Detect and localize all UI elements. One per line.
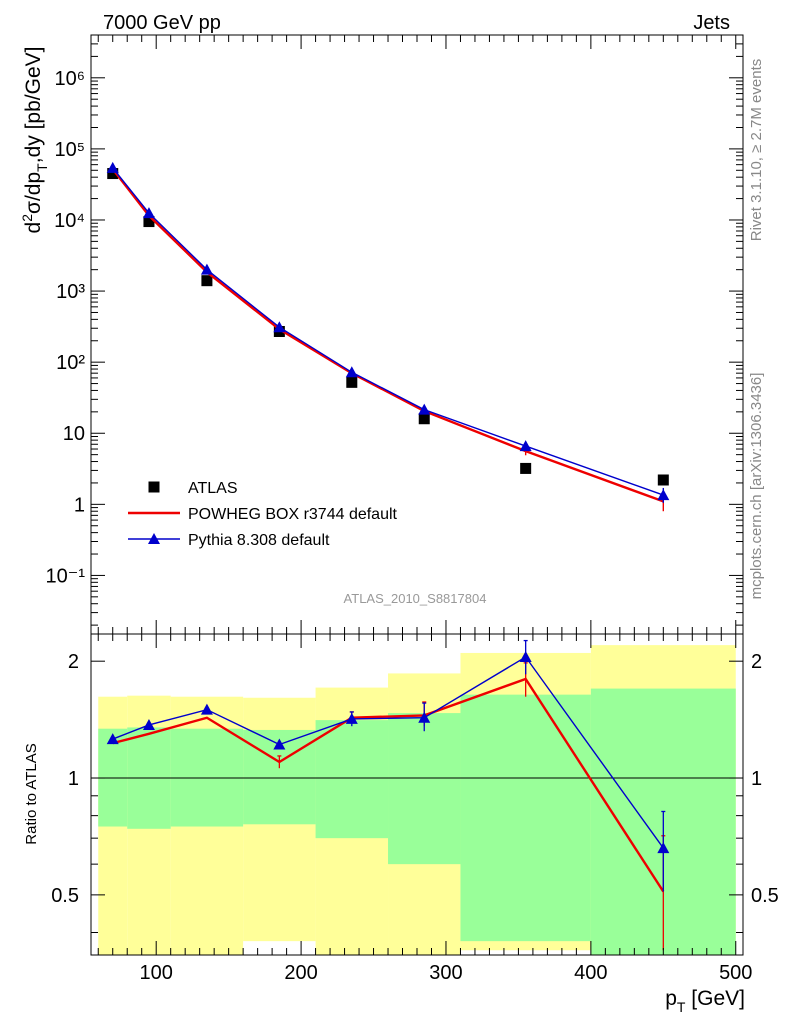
ratio-plot-panel: 0.5 0.5 1 1 2 2 100 200 300 400 500 — [51, 633, 779, 984]
legend-label: POWHEG BOX r3744 default — [188, 506, 398, 523]
data-point — [106, 733, 119, 745]
data-point — [418, 413, 430, 425]
y-tick-label: 10³ — [56, 281, 85, 303]
data-point — [345, 366, 358, 378]
x-tick-label: 200 — [284, 962, 317, 984]
ratio-line — [112, 677, 665, 893]
x-axis-label: pT [GeV] — [665, 987, 745, 1015]
y-tick-label: 10⁴ — [54, 210, 85, 232]
mcplots-label: mcplots.cern.ch [arXiv:1306.3436] — [748, 373, 765, 600]
legend-marker — [148, 533, 160, 544]
ratio-y-tick-label: 0.5 — [751, 885, 779, 907]
data-point — [200, 263, 213, 275]
data-point — [657, 474, 669, 486]
ratio-y-tick-label: 2 — [68, 651, 79, 673]
data-point — [273, 738, 286, 750]
x-tick-label: 100 — [140, 962, 173, 984]
ratio-ylabel: Ratio to ATLAS — [23, 743, 40, 844]
data-point — [200, 703, 213, 715]
data-point — [106, 161, 119, 173]
ratio-y-tick-label: 1 — [68, 768, 79, 790]
rivet-label: Rivet 3.1.10, ≥ 2.7M events — [748, 59, 765, 242]
y-tick-label: 1 — [74, 494, 85, 516]
data-point — [201, 275, 213, 287]
x-tick-label: 400 — [574, 962, 607, 984]
data-point — [657, 842, 670, 854]
series-line — [112, 167, 664, 496]
main-plot-panel: 10⁻¹ 1 10 10² 10³ 10⁴ 10⁵ 10⁶ ATLAS POWHEG BOX r3… — [46, 34, 744, 635]
data-point — [345, 712, 358, 724]
x-tick-label: 500 — [719, 962, 752, 984]
data-point — [657, 489, 670, 501]
y-tick-label: 10⁻¹ — [46, 565, 86, 587]
main-ylabel: d2σ/dpT,dy [pb/GeV] — [19, 47, 50, 234]
data-point — [519, 651, 532, 663]
y-tick-label: 10⁵ — [54, 139, 85, 161]
header-left: 7000 GeV pp — [103, 12, 221, 34]
ratio-line — [112, 656, 664, 849]
uncertainty-band-inner — [315, 720, 389, 839]
data-point — [519, 440, 532, 452]
y-tick-label: 10 — [63, 423, 85, 445]
series-line — [111, 168, 664, 503]
data-point — [520, 462, 532, 474]
ratio-y-tick-label: 2 — [751, 651, 762, 673]
data-point — [142, 207, 155, 219]
legend-marker — [148, 481, 160, 493]
data-point — [273, 321, 286, 333]
y-tick-label: 10² — [56, 352, 85, 374]
legend-label: ATLAS — [188, 480, 238, 497]
data-point — [142, 718, 155, 730]
data-point — [346, 376, 358, 388]
y-tick-label: 10⁶ — [55, 68, 85, 90]
x-tick-label: 300 — [429, 962, 462, 984]
uncertainty-band-inner — [460, 694, 591, 942]
header-right: Jets — [693, 12, 730, 34]
analysis-id: ATLAS_2010_S8817804 — [344, 591, 487, 606]
data-point — [418, 403, 431, 415]
uncertainty-band-inner — [388, 713, 461, 865]
legend-label: Pythia 8.308 default — [188, 532, 330, 549]
ratio-y-tick-label: 0.5 — [51, 885, 79, 907]
data-point — [418, 711, 431, 723]
data-point — [107, 168, 119, 180]
ratio-y-tick-label: 1 — [751, 768, 762, 790]
data-point — [143, 216, 155, 228]
